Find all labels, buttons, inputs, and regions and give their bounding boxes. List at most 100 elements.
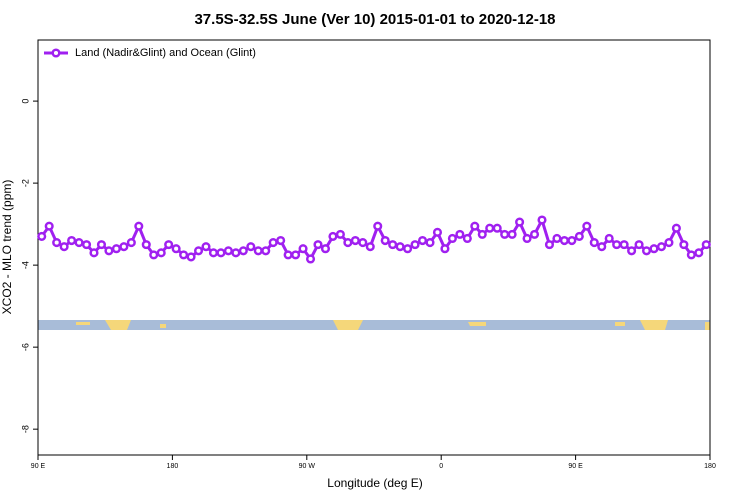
point <box>149 250 159 260</box>
x-axis-label: Longitude (deg E) <box>327 476 422 490</box>
point <box>67 235 77 246</box>
point <box>89 248 99 258</box>
point <box>291 250 301 260</box>
point <box>358 238 368 248</box>
y-tick-label: -8 <box>20 425 30 433</box>
point <box>582 221 592 231</box>
plot-frame <box>37 39 711 456</box>
point <box>246 242 256 252</box>
point <box>328 231 338 241</box>
point <box>156 248 166 258</box>
point <box>403 244 413 254</box>
point <box>634 240 644 250</box>
x-tick-label: 90 W <box>299 463 316 470</box>
point <box>164 240 174 250</box>
point <box>313 240 323 250</box>
point <box>559 235 569 246</box>
point <box>604 233 614 244</box>
point <box>529 229 540 239</box>
point <box>261 246 271 256</box>
point <box>126 238 136 248</box>
point <box>305 254 316 264</box>
point <box>186 252 196 262</box>
point <box>373 221 383 231</box>
point <box>515 217 525 227</box>
y-tick-label: -2 <box>20 179 30 187</box>
point <box>231 248 241 258</box>
point <box>268 238 278 248</box>
point <box>350 235 360 246</box>
legend-marker <box>51 48 61 58</box>
y-tick-label: 0 <box>20 99 30 104</box>
point <box>201 242 211 252</box>
point <box>320 244 331 254</box>
point <box>59 242 69 252</box>
point <box>104 246 114 256</box>
point <box>283 250 293 260</box>
point <box>552 233 562 244</box>
point <box>335 229 345 239</box>
point <box>627 246 637 256</box>
point <box>365 242 375 252</box>
point <box>96 240 107 250</box>
point <box>679 240 689 250</box>
point <box>686 250 696 260</box>
point <box>223 246 233 256</box>
point <box>544 240 555 250</box>
point <box>701 240 711 250</box>
point <box>492 223 502 233</box>
point <box>612 240 622 250</box>
chart-title: 37.5S-32.5S June (Ver 10) 2015-01-01 to … <box>194 11 555 28</box>
point <box>111 244 121 254</box>
x-tick-label: 90 E <box>568 463 583 470</box>
point <box>455 229 465 239</box>
x-tick-label: 180 <box>704 463 716 470</box>
point <box>619 240 629 250</box>
point <box>447 233 457 244</box>
point <box>440 244 450 254</box>
point <box>395 242 405 252</box>
point <box>656 242 667 252</box>
point <box>507 229 517 239</box>
point <box>380 235 390 246</box>
point <box>589 238 599 248</box>
point <box>276 235 286 246</box>
point <box>74 238 84 248</box>
point <box>522 233 532 244</box>
y-axis-label: XCO2 - MLO trend (ppm) <box>0 180 14 315</box>
point <box>694 248 704 258</box>
point <box>81 240 92 250</box>
x-tick-label: 90 E <box>31 463 46 470</box>
point <box>574 231 584 241</box>
point <box>193 246 204 256</box>
point <box>208 248 219 258</box>
point <box>537 215 547 225</box>
point <box>388 240 398 250</box>
y-tick-label: -4 <box>20 261 30 269</box>
map-strip <box>38 320 710 330</box>
point <box>37 231 47 241</box>
point <box>298 244 308 254</box>
legend-label: Land (Nadir&Glint) and Ocean (Glint) <box>75 47 256 59</box>
point <box>253 246 263 256</box>
point <box>134 221 144 231</box>
point <box>343 238 353 248</box>
point <box>44 221 54 231</box>
point <box>238 246 248 256</box>
point <box>119 242 129 252</box>
point <box>179 250 189 260</box>
point <box>171 244 181 254</box>
x-tick-label: 180 <box>167 463 179 470</box>
point <box>500 229 510 239</box>
point <box>216 248 226 258</box>
point <box>425 238 435 248</box>
point <box>567 235 577 246</box>
point <box>410 240 420 250</box>
point <box>485 223 495 233</box>
point <box>462 233 472 244</box>
point <box>641 246 652 256</box>
point <box>432 227 443 237</box>
y-tick-label: -6 <box>20 343 30 351</box>
point <box>671 223 681 233</box>
